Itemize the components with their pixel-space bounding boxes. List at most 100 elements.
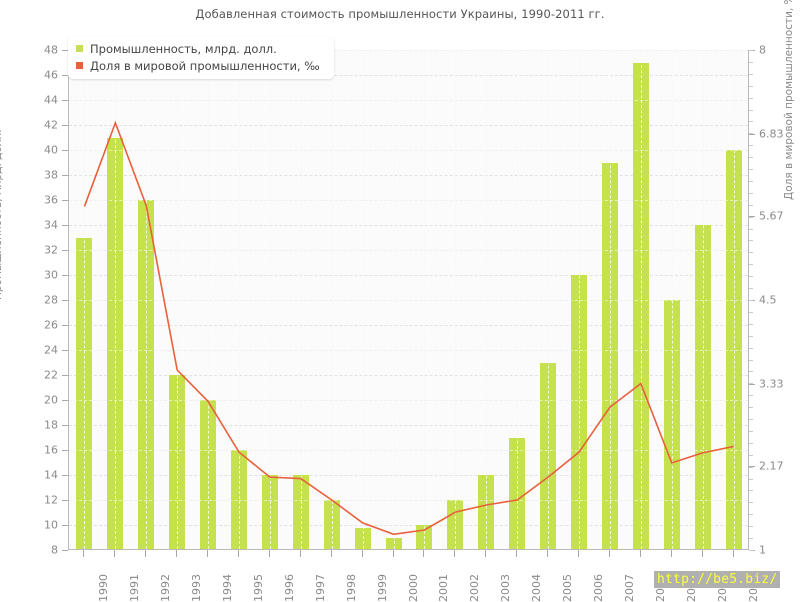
y-tick-left	[62, 125, 68, 126]
y-tick-label-left: 16	[44, 443, 58, 457]
x-tick	[207, 550, 209, 557]
y-tick-label-left: 26	[44, 318, 58, 332]
y-axis-right: 1 2.17 3.33 4.5 5.67 6.83 8	[748, 44, 784, 557]
x-tick-label-1995: 1995	[252, 574, 265, 602]
y-tick-label-left: 10	[44, 518, 58, 532]
y-tick-right-minor	[749, 323, 753, 325]
gridline-vertical-overlay	[733, 50, 735, 549]
x-tick-label-2005: 2005	[561, 574, 575, 602]
y-tick-right-minor	[749, 133, 753, 135]
y-tick-right-minor	[749, 490, 753, 492]
y-tick-right-minor	[749, 502, 753, 504]
gridline-vertical-overlay	[609, 50, 611, 549]
y-tick-right-minor	[749, 478, 753, 480]
x-tick	[176, 550, 178, 557]
y-tick-right-minor	[749, 359, 753, 361]
legend-item-industry: Промышленность, млрд. долл.	[76, 40, 320, 57]
x-tick	[454, 550, 456, 557]
y-tick-right-minor	[749, 335, 753, 337]
y-tick-label-right: 4.5	[759, 293, 777, 307]
gridline-horizontal-overlay	[69, 300, 748, 301]
y-tick-right-minor	[749, 550, 753, 551]
gridline-vertical-overlay	[455, 50, 457, 549]
y-tick-left	[62, 525, 68, 526]
y-tick-right-minor	[749, 264, 753, 266]
x-tick	[670, 550, 672, 557]
y-tick-right-minor	[749, 288, 753, 290]
y-tick-label-left: 22	[44, 368, 58, 382]
gridline-horizontal-overlay	[69, 200, 748, 201]
gridline-horizontal	[69, 125, 748, 126]
gridline-horizontal-overlay	[69, 400, 748, 401]
y-tick-label-right: 5.67	[759, 209, 784, 223]
gridline-vertical-overlay	[239, 50, 240, 549]
y-tick-right-minor	[749, 157, 753, 159]
y-tick-right-minor	[749, 121, 753, 123]
y-tick-left	[62, 400, 68, 401]
gridline-horizontal-overlay	[69, 250, 748, 251]
gridline-horizontal	[69, 425, 748, 426]
x-tick	[701, 550, 703, 557]
legend-item-world-share: Доля в мировой промышленности, ‰	[76, 57, 320, 74]
y-tick-left	[62, 225, 68, 226]
y-tick-label-right: 2.17	[759, 459, 784, 473]
x-tick-label-1999: 1999	[375, 574, 389, 602]
x-tick	[238, 550, 239, 557]
x-tick-label-1990: 1990	[97, 574, 111, 602]
y-tick-right-minor	[749, 442, 753, 444]
gridline-vertical-overlay	[671, 50, 673, 549]
plot-area	[68, 50, 748, 550]
y-tick-right-minor	[749, 395, 753, 397]
x-tick-label-1998: 1998	[344, 574, 358, 602]
y-tick-right-minor	[749, 383, 753, 385]
x-tick-label-1993: 1993	[190, 574, 204, 602]
y-tick-right-minor	[749, 430, 753, 432]
gridline-vertical-overlay	[424, 50, 426, 549]
y-tick-left	[62, 50, 68, 51]
y-tick-label-left: 36	[44, 193, 58, 207]
y-tick-right-minor	[749, 466, 753, 468]
gridline-vertical-overlay	[579, 50, 580, 549]
gridline-vertical-overlay	[362, 50, 364, 549]
y-tick-label-left: 48	[44, 43, 58, 57]
gridline-horizontal-overlay	[69, 500, 748, 501]
y-tick-right-minor	[749, 192, 753, 194]
y-tick-label-left: 38	[44, 168, 58, 182]
y-tick-left	[62, 75, 68, 76]
x-tick-label-2000: 2000	[406, 574, 420, 602]
x-tick-label-1991: 1991	[128, 574, 142, 602]
gridline-horizontal	[69, 325, 748, 326]
y-tick-left	[62, 100, 68, 101]
y-tick-left	[62, 475, 68, 476]
gridline-vertical-overlay	[517, 50, 519, 549]
gridline-horizontal	[69, 275, 748, 276]
x-tick	[268, 550, 270, 557]
gridline-horizontal-overlay	[69, 150, 748, 151]
y-tick-label-left: 20	[44, 393, 58, 407]
y-tick-left	[62, 375, 68, 376]
y-tick-label-left: 44	[44, 93, 58, 107]
line-series-world-share	[83, 120, 734, 536]
gridline-vertical-overlay	[208, 50, 210, 549]
gridline-vertical-overlay	[84, 50, 86, 549]
watermark: http://be5.biz/	[654, 571, 781, 588]
x-tick-label-2004: 2004	[530, 574, 544, 602]
chart-legend: Промышленность, млрд. долл. Доля в миров…	[68, 36, 334, 79]
y-tick-label-left: 28	[44, 293, 58, 307]
x-tick	[639, 550, 641, 557]
y-tick-left	[62, 450, 68, 451]
y-tick-right-minor	[749, 73, 753, 75]
x-tick	[361, 550, 363, 557]
legend-swatch-industry	[76, 45, 83, 52]
gridline-horizontal	[69, 225, 748, 226]
gridline-vertical-overlay	[146, 50, 148, 549]
legend-label-industry: Промышленность, млрд. долл.	[90, 41, 277, 56]
gridline-horizontal	[69, 475, 748, 476]
x-tick	[83, 550, 85, 557]
gridline-horizontal-overlay	[69, 350, 748, 351]
y-tick-left	[62, 250, 68, 251]
x-tick	[732, 550, 734, 557]
y-tick-right-minor	[749, 276, 753, 278]
y-tick-label-left: 8	[51, 543, 58, 557]
